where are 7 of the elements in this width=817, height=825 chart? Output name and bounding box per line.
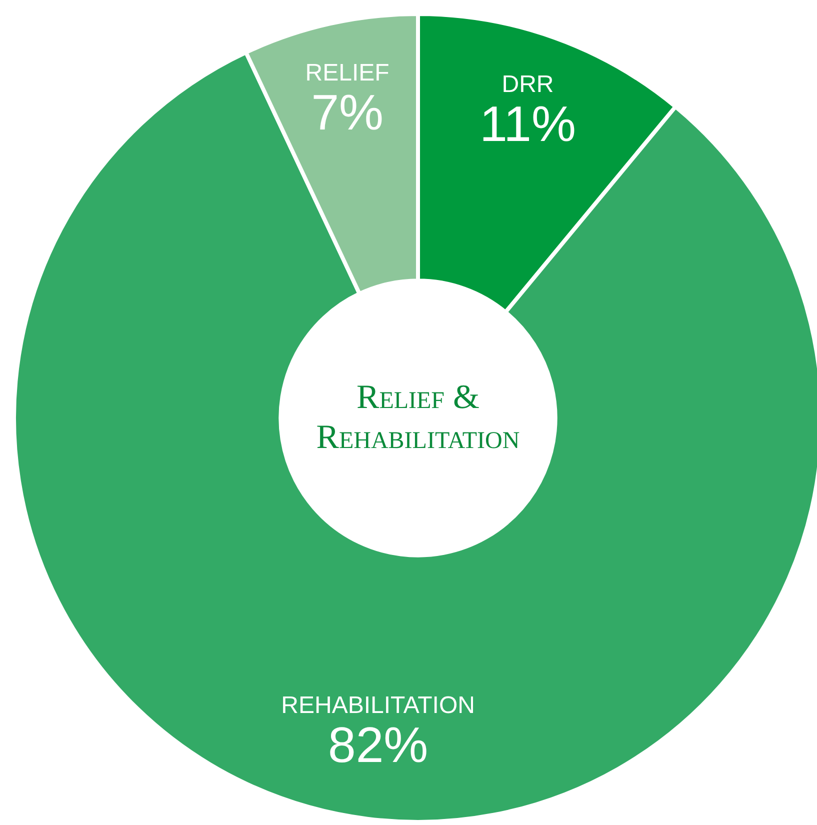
text: Relief & Rehabilitation (315, 378, 521, 458)
data-label: 7% (311, 84, 384, 141)
slice-label: REHABILITATION (281, 692, 475, 719)
data-label: 11% (480, 96, 576, 152)
slice-label: RELIEF (305, 59, 390, 86)
slice-label: DRR (502, 70, 554, 98)
data-label: 82% (328, 716, 428, 773)
